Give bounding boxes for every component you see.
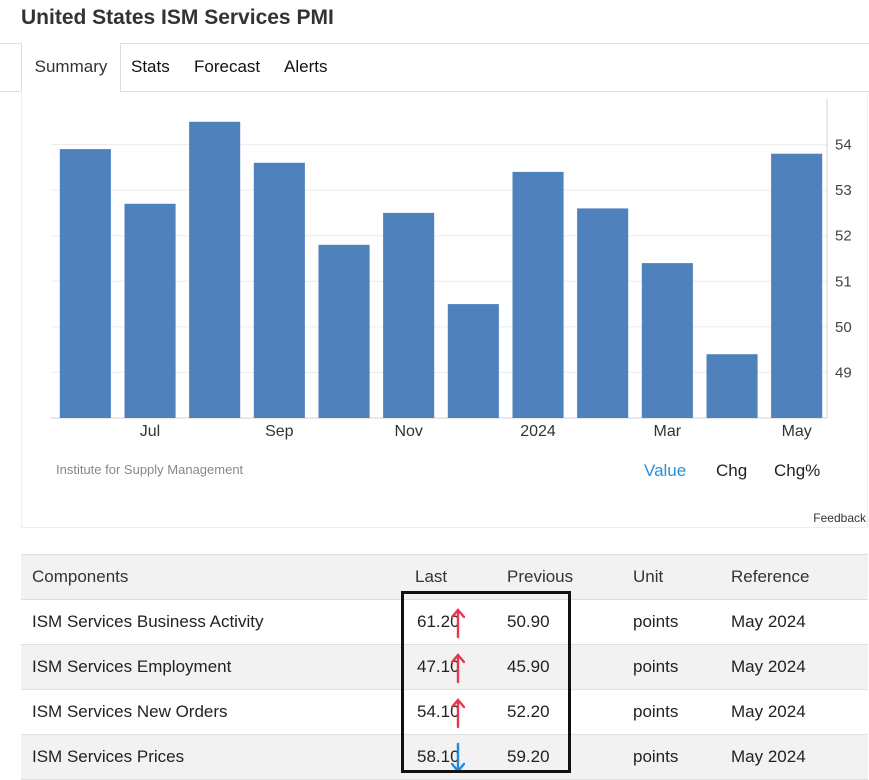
reference-value: May 2024	[720, 599, 868, 645]
table-row: ISM Services Employment 47.10 45.90 poin…	[21, 644, 868, 690]
x-tick-label: May	[782, 423, 812, 440]
arrow-up-icon	[451, 653, 465, 684]
component-name-link[interactable]: ISM Services Prices	[21, 734, 404, 780]
header-last: Last	[404, 554, 496, 600]
unit-value: points	[622, 734, 720, 780]
bar[interactable]	[59, 149, 111, 418]
bar[interactable]	[512, 171, 564, 418]
x-tick-label: 2024	[520, 423, 556, 440]
components-table: Components Last Previous Unit Reference …	[21, 554, 868, 780]
feedback-link[interactable]: Feedback	[813, 511, 866, 525]
previous-value: 52.20	[496, 689, 622, 735]
bar[interactable]	[383, 212, 435, 418]
bar[interactable]	[706, 354, 758, 418]
last-value: 54.10	[417, 702, 460, 721]
y-tick-label: 50	[835, 319, 852, 336]
bar[interactable]	[641, 263, 693, 418]
reference-value: May 2024	[720, 644, 868, 690]
table-row: ISM Services New Orders 54.10 52.20 poin…	[21, 689, 868, 735]
bar[interactable]	[318, 244, 370, 418]
bar-chart: 54 53 52 51 50 49 Jul Sep Nov 2024 Mar May	[51, 99, 852, 440]
y-tick-label: 51	[835, 273, 852, 290]
tab-bar: Summary Stats Forecast Alerts	[0, 43, 869, 92]
table-row: ISM Services Business Activity 61.20 50.…	[21, 599, 868, 645]
component-name-link[interactable]: ISM Services Employment	[21, 644, 404, 690]
y-tick-label: 49	[835, 364, 852, 381]
chart-panel: 54 53 52 51 50 49 Jul Sep Nov 2024 Mar May	[21, 91, 868, 528]
last-value: 47.10	[417, 657, 460, 676]
table-header-row: Components Last Previous Unit Reference	[21, 554, 868, 600]
previous-value: 45.90	[496, 644, 622, 690]
header-previous: Previous	[496, 554, 622, 600]
tab-alerts[interactable]: Alerts	[284, 57, 328, 76]
last-cell: 54.10	[404, 689, 496, 735]
x-tick-label: Sep	[265, 423, 294, 440]
arrow-up-icon	[451, 698, 465, 729]
header-reference: Reference	[720, 554, 868, 600]
unit-value: points	[622, 599, 720, 645]
table-row: ISM Services Prices 58.10 59.20 points M…	[21, 734, 868, 780]
header-unit: Unit	[622, 554, 720, 600]
unit-value: points	[622, 689, 720, 735]
last-value: 61.20	[417, 612, 460, 631]
component-name-link[interactable]: ISM Services New Orders	[21, 689, 404, 735]
reference-value: May 2024	[720, 689, 868, 735]
bar[interactable]	[189, 121, 241, 419]
bar[interactable]	[771, 153, 823, 418]
tab-summary[interactable]: Summary	[21, 43, 121, 92]
mode-chg-pct-link[interactable]: Chg%	[774, 461, 821, 480]
last-value: 58.10	[417, 747, 460, 766]
mode-chg-link[interactable]: Chg	[716, 461, 748, 480]
y-tick-label: 54	[835, 137, 852, 154]
y-tick-label: 53	[835, 182, 852, 199]
header-components: Components	[21, 554, 404, 600]
component-name-link[interactable]: ISM Services Business Activity	[21, 599, 404, 645]
bar[interactable]	[124, 203, 176, 418]
last-cell: 47.10	[404, 644, 496, 690]
mode-value-link[interactable]: Value	[644, 461, 687, 480]
arrow-up-icon	[451, 608, 465, 639]
bar[interactable]	[253, 162, 305, 418]
x-tick-label: Mar	[654, 423, 682, 440]
y-tick-label: 52	[835, 228, 852, 245]
last-cell: 58.10	[404, 734, 496, 780]
arrow-down-icon	[451, 742, 465, 773]
x-tick-label: Nov	[394, 423, 422, 440]
previous-value: 50.90	[496, 599, 622, 645]
last-cell: 61.20	[404, 599, 496, 645]
unit-value: points	[622, 644, 720, 690]
previous-value: 59.20	[496, 734, 622, 780]
bar[interactable]	[577, 208, 629, 418]
chart-source: Institute for Supply Management	[56, 462, 244, 477]
tab-forecast[interactable]: Forecast	[194, 57, 261, 76]
reference-value: May 2024	[720, 734, 868, 780]
tab-stats[interactable]: Stats	[131, 57, 170, 76]
bar[interactable]	[447, 304, 499, 418]
x-tick-label: Jul	[140, 423, 160, 440]
page-title: United States ISM Services PMI	[21, 6, 334, 29]
